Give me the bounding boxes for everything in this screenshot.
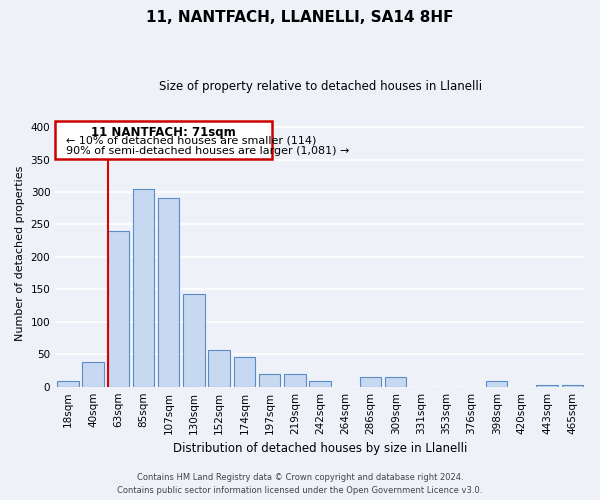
Bar	[208, 350, 230, 386]
Bar	[183, 294, 205, 386]
Text: 11 NANTFACH: 71sqm: 11 NANTFACH: 71sqm	[91, 126, 236, 139]
Bar	[158, 198, 179, 386]
Bar	[233, 357, 255, 386]
Bar	[486, 382, 508, 386]
Bar	[360, 377, 381, 386]
Bar	[284, 374, 305, 386]
Bar	[133, 188, 154, 386]
Bar	[310, 382, 331, 386]
Bar	[536, 384, 558, 386]
Bar	[82, 362, 104, 386]
Text: ← 10% of detached houses are smaller (114): ← 10% of detached houses are smaller (11…	[65, 136, 316, 146]
Bar	[562, 384, 583, 386]
Title: Size of property relative to detached houses in Llanelli: Size of property relative to detached ho…	[158, 80, 482, 93]
X-axis label: Distribution of detached houses by size in Llanelli: Distribution of detached houses by size …	[173, 442, 467, 455]
Text: 11, NANTFACH, LLANELLI, SA14 8HF: 11, NANTFACH, LLANELLI, SA14 8HF	[146, 10, 454, 25]
Y-axis label: Number of detached properties: Number of detached properties	[15, 166, 25, 342]
Bar	[57, 382, 79, 386]
Bar	[107, 231, 129, 386]
Text: Contains HM Land Registry data © Crown copyright and database right 2024.
Contai: Contains HM Land Registry data © Crown c…	[118, 474, 482, 495]
Bar	[259, 374, 280, 386]
Bar	[385, 377, 406, 386]
FancyBboxPatch shape	[55, 120, 272, 159]
Text: 90% of semi-detached houses are larger (1,081) →: 90% of semi-detached houses are larger (…	[65, 146, 349, 156]
